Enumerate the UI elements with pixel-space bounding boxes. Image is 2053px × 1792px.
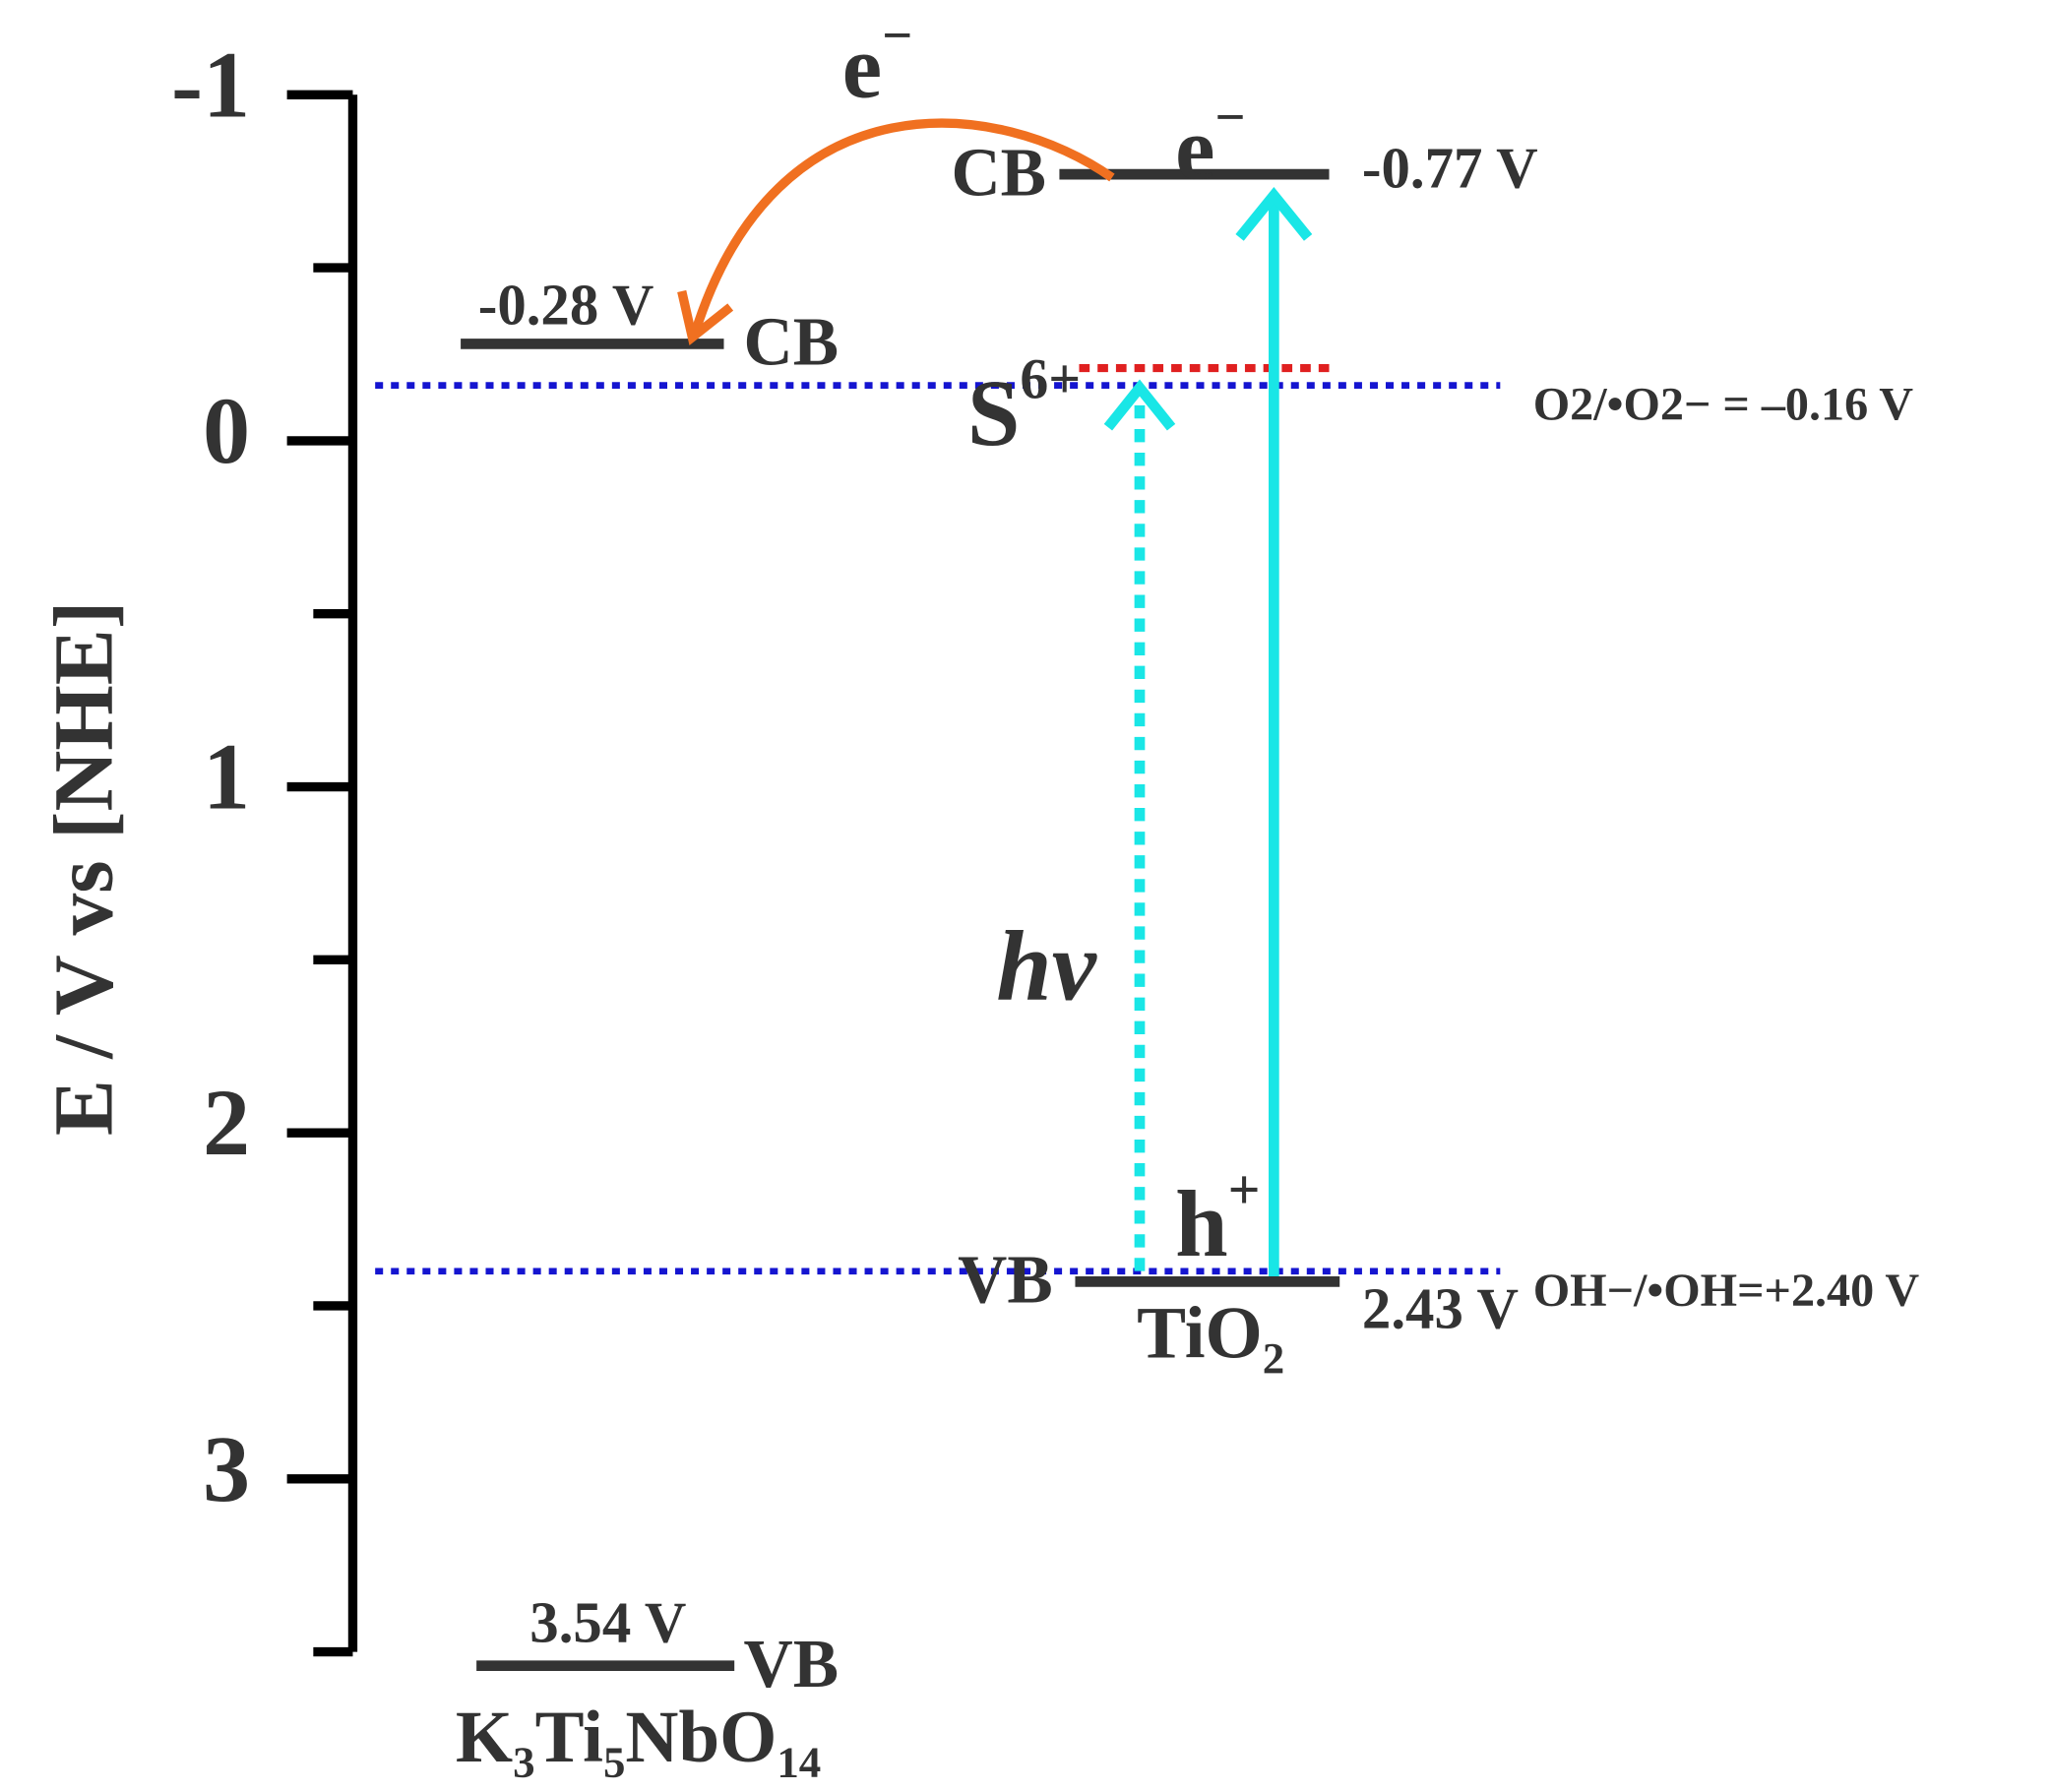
cb-name: CB bbox=[744, 305, 840, 381]
arrow-head bbox=[677, 289, 734, 346]
material-name: TiO2 bbox=[1137, 1293, 1284, 1384]
y-tick-label: 1 bbox=[203, 724, 250, 830]
hole-label: h+ bbox=[1175, 1160, 1260, 1276]
arrow-head bbox=[1235, 187, 1313, 241]
light-label: hv bbox=[996, 909, 1097, 1020]
vb-name: VB bbox=[744, 1627, 840, 1702]
y-tick-label: 0 bbox=[203, 378, 250, 483]
cb-value: -0.77 V bbox=[1362, 137, 1538, 201]
redox-label: O2/•O2− = –0.16 V bbox=[1533, 379, 1914, 431]
y-tick-label: 2 bbox=[203, 1070, 250, 1175]
impurity-label: S6+ bbox=[967, 349, 1081, 465]
cb-name: CB bbox=[951, 135, 1046, 211]
electron-label: e− bbox=[1175, 87, 1245, 199]
vb-value: 3.54 V bbox=[529, 1591, 686, 1655]
vb-value: 2.43 V bbox=[1362, 1276, 1519, 1340]
vb-name: VB bbox=[958, 1243, 1053, 1319]
transfer-arrow bbox=[690, 118, 1115, 336]
cb-value: -0.28 V bbox=[478, 274, 654, 338]
material-name: K3Ti5NbO14 bbox=[456, 1697, 821, 1787]
y-tick-label: -1 bbox=[171, 31, 250, 137]
arrow-head bbox=[1103, 379, 1176, 431]
electron-label: e− bbox=[842, 5, 912, 117]
y-tick-label: 3 bbox=[203, 1416, 250, 1521]
y-axis-label: E / V vs [NHE] bbox=[36, 601, 130, 1136]
redox-label: OH−/•OH=+2.40 V bbox=[1533, 1265, 1920, 1317]
